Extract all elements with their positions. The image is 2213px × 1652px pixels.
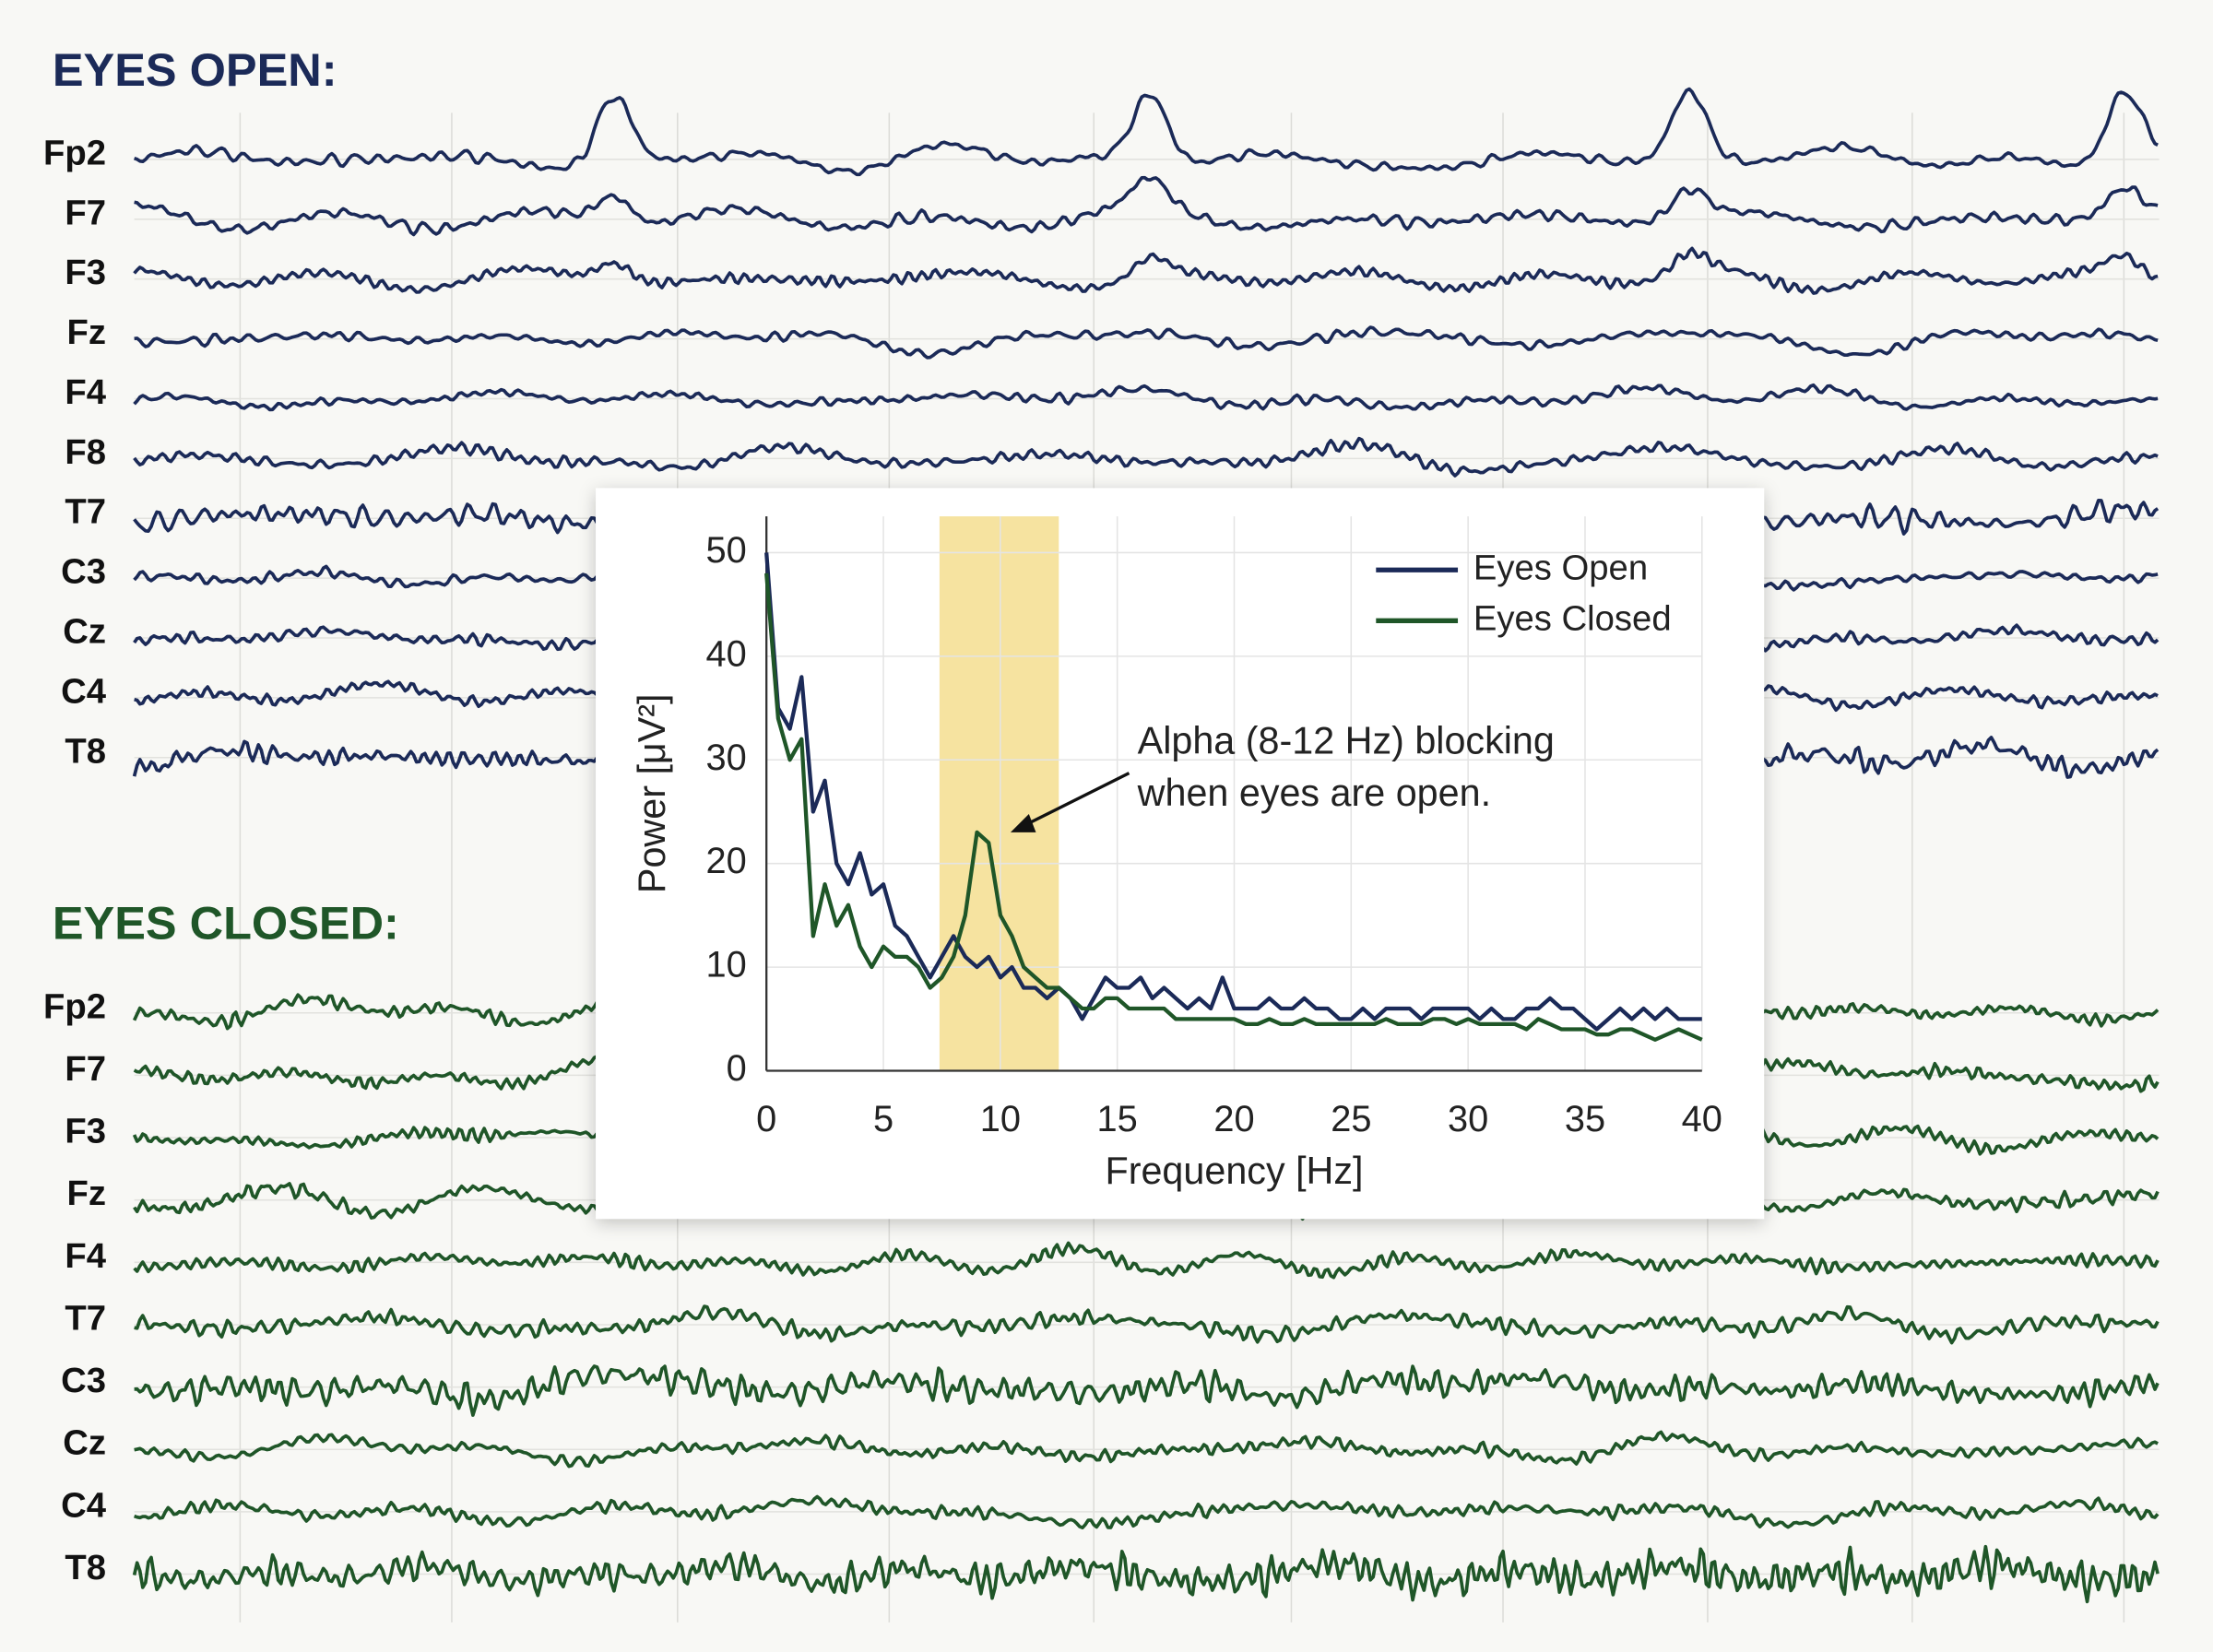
eeg-trace [134, 175, 2159, 237]
x-tick-label: 40 [1682, 1099, 1722, 1139]
panel [596, 488, 1765, 1220]
channel-label: T8 [65, 1548, 106, 1587]
x-tick-label: 30 [1448, 1099, 1488, 1139]
eeg-trace [134, 1430, 2159, 1469]
channel-label: Fp2 [43, 986, 106, 1026]
eeg-trace [134, 325, 2159, 360]
x-tick-label: 0 [756, 1099, 776, 1139]
eeg-trace [133, 436, 2159, 478]
channel-label: F4 [65, 1236, 106, 1276]
eeg-trace [133, 246, 2159, 295]
y-tick-label: 10 [706, 945, 747, 985]
channel-label: T7 [65, 492, 106, 532]
legend-label: Eyes Closed [1473, 598, 1672, 638]
channel-label: F8 [65, 432, 106, 472]
y-axis-title: Power [μV²] [631, 694, 673, 894]
annotation-arrow [1021, 772, 1130, 829]
x-tick-label: 35 [1565, 1099, 1605, 1139]
series-line [764, 552, 1702, 1032]
y-tick-label: 40 [706, 633, 747, 674]
eeg-trace [134, 1304, 2160, 1345]
channel-label: F3 [65, 1112, 106, 1151]
y-tick-label: 20 [706, 841, 747, 881]
channel-label: C4 [61, 1485, 107, 1525]
x-tick-label: 5 [873, 1099, 893, 1139]
channel-label: F4 [65, 372, 106, 412]
section-title: EYES OPEN: [53, 43, 337, 96]
channel-label: T7 [65, 1298, 106, 1338]
spectrum-panel: 0 10 20 30 40 50 0 5 10 15 20 25 30 35 40 Frequency [Hz… [596, 488, 1765, 1220]
annotation: when eyes are open. [1137, 772, 1491, 814]
arrow-head [1010, 813, 1036, 832]
eeg-trace [134, 1364, 2160, 1417]
eeg-trace [133, 383, 2159, 412]
alpha-band [939, 516, 1059, 1071]
channel-label: F7 [65, 193, 106, 232]
eeg-trace [133, 1241, 2160, 1280]
channel-label: T8 [65, 731, 106, 771]
channel-label: Cz [63, 1423, 106, 1463]
section-title: EYES CLOSED: [53, 897, 399, 950]
x-tick-label: 25 [1331, 1099, 1371, 1139]
x-tick-label: 10 [980, 1099, 1021, 1139]
legend-label: Eyes Open [1473, 548, 1648, 587]
channel-label: C3 [61, 552, 106, 592]
channel-label: F7 [65, 1049, 106, 1089]
eeg-trace [132, 1544, 2160, 1604]
channel-label: Cz [63, 612, 106, 652]
channel-label: C3 [61, 1361, 106, 1400]
x-tick-label: 15 [1097, 1099, 1138, 1139]
eeg-trace [134, 87, 2159, 177]
y-tick-label: 50 [706, 530, 747, 571]
channel-label: C4 [61, 671, 107, 711]
channel-label: F3 [65, 253, 106, 292]
annotation: Alpha (8-12 Hz) blocking [1138, 719, 1555, 761]
x-tick-label: 20 [1213, 1099, 1254, 1139]
series-line [764, 572, 1703, 1042]
y-tick-label: 30 [706, 738, 747, 778]
channel-label: Fz [67, 313, 107, 352]
channel-label: Fp2 [43, 133, 106, 172]
channel-label: Fz [67, 1174, 107, 1213]
x-axis-title: Frequency [Hz] [1105, 1150, 1363, 1192]
y-tick-label: 0 [727, 1048, 747, 1089]
eeg-trace [134, 1494, 2160, 1530]
